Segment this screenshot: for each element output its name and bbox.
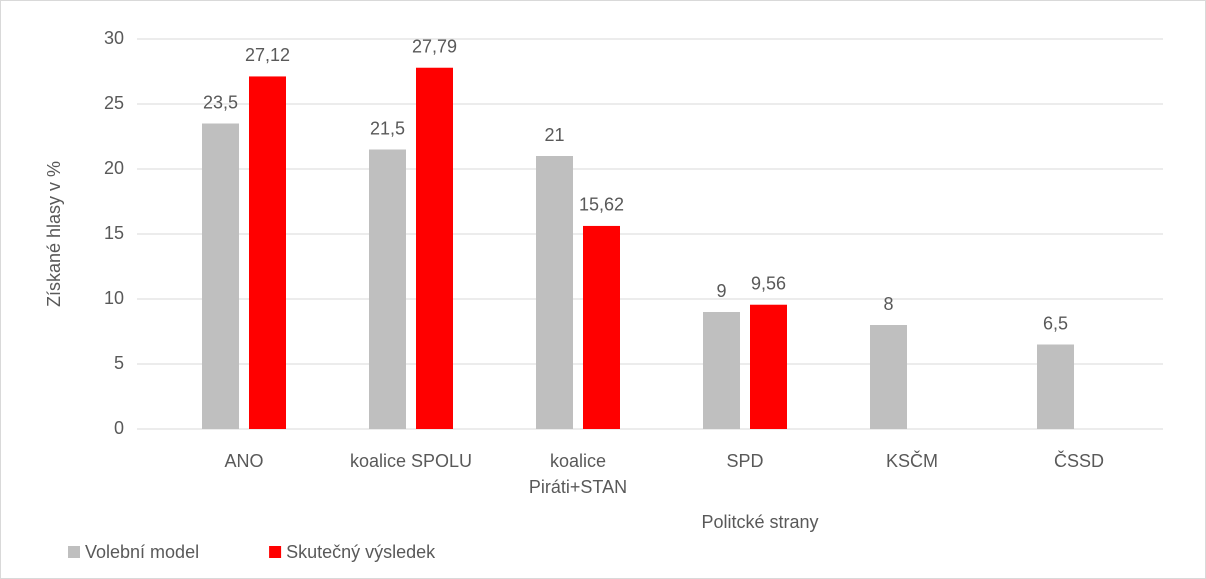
bar: [416, 67, 453, 429]
bar: [870, 325, 907, 429]
legend-swatch: [68, 546, 80, 558]
data-label: 27,12: [245, 45, 290, 65]
x-tick-label: SPD: [726, 451, 763, 471]
data-label: 27,79: [412, 36, 457, 56]
bar: [202, 123, 239, 429]
x-tick-label: koalice SPOLU: [350, 451, 472, 471]
data-label: 9: [716, 281, 726, 301]
y-tick-label: 15: [104, 223, 124, 243]
bar: [1037, 344, 1074, 429]
y-tick-label: 30: [104, 28, 124, 48]
bar: [750, 304, 787, 429]
data-label: 8: [883, 294, 893, 314]
data-label: 21,5: [370, 118, 405, 138]
data-label: 9,56: [751, 273, 786, 293]
bar: [369, 149, 406, 429]
x-tick-label: koalice Piráti+STAN: [529, 451, 627, 497]
legend-swatch: [269, 546, 282, 558]
bar: [536, 156, 573, 429]
x-axis-title: Politcké strany: [701, 512, 818, 532]
bar: [703, 312, 740, 429]
x-tick-label: KSČM: [886, 450, 938, 471]
data-label: 21: [544, 125, 564, 145]
legend-label: Volební model: [85, 542, 199, 562]
y-tick-label: 25: [104, 93, 124, 113]
y-tick-label: 0: [114, 418, 124, 438]
x-tick-label: ČSSD: [1054, 450, 1104, 471]
bar: [583, 225, 620, 429]
data-label: 6,5: [1043, 313, 1068, 333]
x-tick-label: ANO: [224, 451, 263, 471]
y-tick-label: 5: [114, 353, 124, 373]
y-tick-label: 20: [104, 158, 124, 178]
bar: [249, 76, 286, 429]
y-axis-title: Získané hlasy v %: [44, 161, 64, 307]
data-label: 23,5: [203, 92, 238, 112]
y-tick-label: 10: [104, 288, 124, 308]
legend-label: Skutečný výsledek: [286, 542, 436, 562]
data-label: 15,62: [579, 195, 624, 215]
